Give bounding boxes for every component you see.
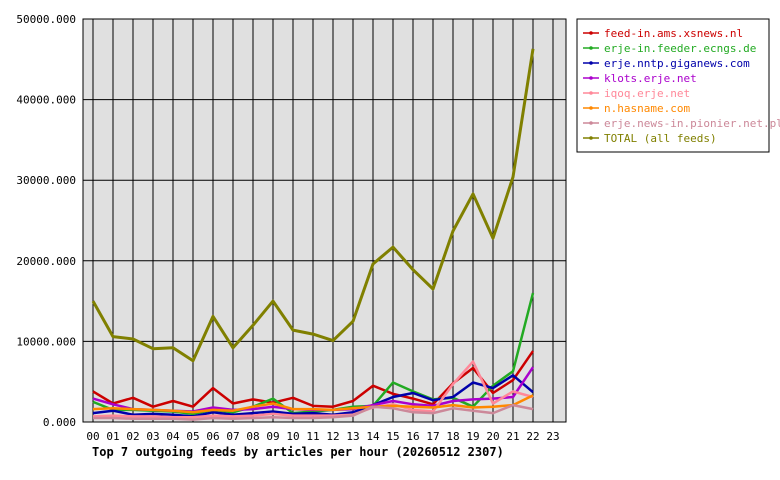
x-tick-label: 19 [466, 430, 479, 443]
chart-title: Top 7 outgoing feeds by articles per hou… [92, 445, 504, 459]
grid [83, 19, 566, 422]
series-line [92, 360, 534, 419]
x-tick-label: 18 [446, 430, 459, 443]
y-tick-label: 20000.000 [16, 255, 76, 268]
legend-marker [589, 31, 593, 35]
legend-marker [589, 46, 593, 50]
series-line [93, 403, 534, 421]
legend-marker [589, 106, 593, 110]
plot-area [83, 19, 566, 422]
x-tick-label: 01 [106, 430, 119, 443]
legend-marker [589, 91, 593, 95]
x-tick-label: 22 [526, 430, 539, 443]
x-tick-label: 15 [386, 430, 399, 443]
y-tick-labels: 0.000 10000.000 20000.000 30000.000 40000.00… [16, 13, 76, 429]
x-tick-labels: 00 01 02 03 04 05 06 07 08 09 10 11 12 13 14 15 16 17 18 19… [86, 430, 559, 443]
x-tick-label: 00 [86, 430, 99, 443]
x-tick-label: 06 [206, 430, 219, 443]
legend-entry: TOTAL (all feeds) [604, 132, 717, 145]
x-tick-label: 14 [366, 430, 380, 443]
x-tick-label: 11 [306, 430, 319, 443]
legend-entry: klots.erje.net [604, 72, 697, 85]
x-tick-label: 09 [266, 430, 279, 443]
x-tick-label: 16 [406, 430, 419, 443]
legend-entry: erje-in.feeder.ecngs.de [604, 42, 756, 55]
x-tick-label: 10 [286, 430, 299, 443]
series-line [91, 48, 535, 363]
x-tick-label: 23 [546, 430, 559, 443]
legend-entry: n.hasname.com [604, 102, 690, 115]
x-tick-label: 05 [186, 430, 199, 443]
legend-entry: iqoq.erje.net [604, 87, 690, 100]
x-tick-label: 08 [246, 430, 259, 443]
x-tick-label: 21 [506, 430, 519, 443]
y-tick-label: 40000.000 [16, 94, 76, 107]
y-tick-label: 30000.000 [16, 174, 76, 187]
plot-border [82, 18, 567, 423]
x-tick-label: 07 [226, 430, 239, 443]
series-lines [91, 48, 535, 421]
legend-entry: erje.nntp.giganews.com [604, 57, 750, 70]
legend-box [576, 18, 770, 153]
legend-marker [589, 61, 593, 65]
x-tick-label: 03 [146, 430, 159, 443]
legend-entry: erje.news-in.pionier.net.pl [604, 117, 780, 130]
legend-marker [589, 121, 593, 125]
x-tick-label: 13 [346, 430, 359, 443]
y-tick-label: 50000.000 [16, 13, 76, 26]
y-tick-label: 10000.000 [16, 335, 76, 348]
series-line [92, 374, 534, 418]
legend: feed-in.ams.xsnews.nl erje-in.feeder.ecng… [576, 18, 780, 153]
x-tick-label: 04 [166, 430, 180, 443]
x-tick-label: 12 [326, 430, 339, 443]
legend-marker [589, 76, 593, 80]
y-tick-label: 0.000 [43, 416, 76, 429]
legend-entry: feed-in.ams.xsnews.nl [604, 27, 743, 40]
series-line [92, 394, 534, 414]
legend-marker [589, 136, 593, 140]
x-tick-label: 02 [126, 430, 139, 443]
x-tick-label: 17 [426, 430, 439, 443]
x-tick-label: 20 [486, 430, 499, 443]
